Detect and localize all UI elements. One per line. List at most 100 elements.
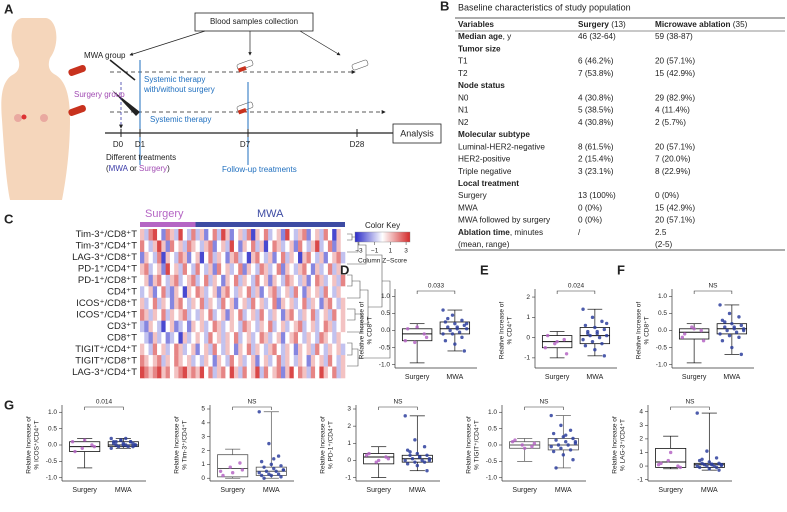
data-point	[425, 469, 429, 473]
heatmap-cell	[298, 343, 303, 356]
group-label: MWA group	[84, 51, 126, 60]
data-point	[561, 453, 566, 457]
heatmap-cell	[285, 240, 290, 253]
data-point	[408, 450, 412, 454]
heatmap-cell	[327, 332, 333, 344]
heatmap-cell	[302, 343, 307, 356]
y-axis-label: % TIGIT⁺/CD4⁺T	[474, 420, 481, 470]
data-point	[413, 340, 417, 345]
heatmap-cell	[251, 297, 256, 310]
heatmap-cell	[319, 251, 324, 264]
heatmap-cell	[165, 263, 171, 276]
table-cell: 13 (100%)	[578, 191, 616, 200]
significance-bracket	[84, 406, 124, 410]
heatmap-cell	[186, 297, 192, 310]
heatmap-cell	[144, 263, 149, 276]
heatmap-cell	[140, 355, 145, 367]
heatmap-cell	[336, 332, 342, 344]
heatmap-cell	[229, 309, 235, 321]
heatmap-cell	[263, 366, 269, 379]
heatmap-cell	[272, 320, 277, 333]
data-point	[405, 462, 410, 466]
heatmap-cell	[336, 366, 342, 379]
note-part: MWA	[109, 164, 129, 173]
heatmap-cell	[246, 297, 252, 310]
heatmap-cell	[285, 355, 290, 367]
heatmap-cell	[221, 320, 226, 333]
heatmap-cell	[272, 355, 277, 367]
data-point	[690, 325, 694, 329]
y-tick-label: 1.0	[381, 293, 390, 300]
heatmap-cell	[174, 274, 179, 287]
heatmap-cell	[186, 343, 192, 356]
p-value: 0.024	[568, 283, 585, 290]
y-tick-label: -1.0	[379, 361, 391, 368]
treatment-label: Different treatments	[106, 153, 176, 162]
heatmap-cell	[332, 332, 337, 344]
key-tick-label: 3	[404, 248, 408, 255]
heatmap-cell	[310, 332, 316, 344]
heatmap-cell	[327, 343, 333, 356]
heatmap-cell	[225, 343, 230, 356]
body-silhouette	[1, 18, 71, 200]
heatmap-cell	[195, 332, 201, 344]
data-point	[384, 455, 388, 459]
data-point	[418, 455, 422, 459]
heatmap-cell	[174, 355, 179, 367]
data-point	[741, 327, 746, 331]
heatmap-cell	[233, 343, 239, 356]
data-point	[453, 321, 457, 326]
heatmap-cell	[157, 320, 162, 333]
data-point	[119, 438, 123, 442]
heatmap-cell	[315, 366, 320, 379]
heatmap-cell	[221, 229, 226, 241]
heatmap-cell	[161, 309, 166, 321]
heatmap-cell	[259, 229, 265, 241]
heatmap-cell	[212, 343, 218, 356]
heatmap-cell	[246, 366, 252, 379]
heatmap-cell	[182, 274, 188, 287]
heatmap-cell	[276, 240, 282, 253]
heatmap-cell	[195, 274, 201, 287]
heatmap-cell	[340, 251, 346, 264]
heatmap-cell	[208, 355, 213, 367]
heatmap-cell	[195, 343, 201, 356]
heatmap-cell	[285, 366, 290, 379]
x-tick-label: MWA	[555, 487, 572, 494]
heatmap-cell	[336, 286, 342, 299]
heatmap-cell	[319, 332, 324, 344]
heatmap-cell	[204, 309, 209, 321]
table-cell: /	[578, 228, 581, 237]
heatmap-cell	[233, 251, 239, 264]
heatmap-cell	[246, 263, 252, 276]
heatmap-cell	[212, 332, 218, 344]
heatmap-cell	[174, 297, 179, 310]
heatmap-cell	[161, 320, 166, 333]
data-point	[555, 339, 559, 344]
heatmap-cell	[212, 251, 218, 264]
data-point	[720, 339, 725, 343]
heatmap-cell	[233, 309, 239, 321]
data-point	[566, 443, 570, 447]
heatmap-cell	[263, 274, 269, 287]
row-label: LAG-3⁺/CD4⁺T	[72, 367, 137, 378]
data-point	[682, 332, 687, 336]
heatmap-cell	[144, 297, 149, 310]
heatmap-cell	[306, 332, 312, 344]
heatmap-cell	[161, 366, 166, 379]
heatmap-cell	[315, 251, 320, 264]
table-cell: Local treatment	[458, 179, 519, 188]
y-axis-label: Relative Increase of	[499, 302, 506, 360]
heatmap-cell	[280, 355, 286, 367]
heatmap-cell	[182, 366, 188, 379]
heatmap-cell	[238, 309, 243, 321]
heatmap-cell	[225, 309, 230, 321]
heatmap-cell	[255, 309, 260, 321]
data-point	[730, 321, 734, 326]
data-point	[126, 444, 130, 449]
data-point	[553, 341, 557, 346]
row-label: CD4⁺T	[107, 287, 137, 298]
heatmap-cell	[268, 343, 273, 356]
heatmap-cell	[152, 251, 158, 264]
heatmap-cell	[289, 355, 295, 367]
